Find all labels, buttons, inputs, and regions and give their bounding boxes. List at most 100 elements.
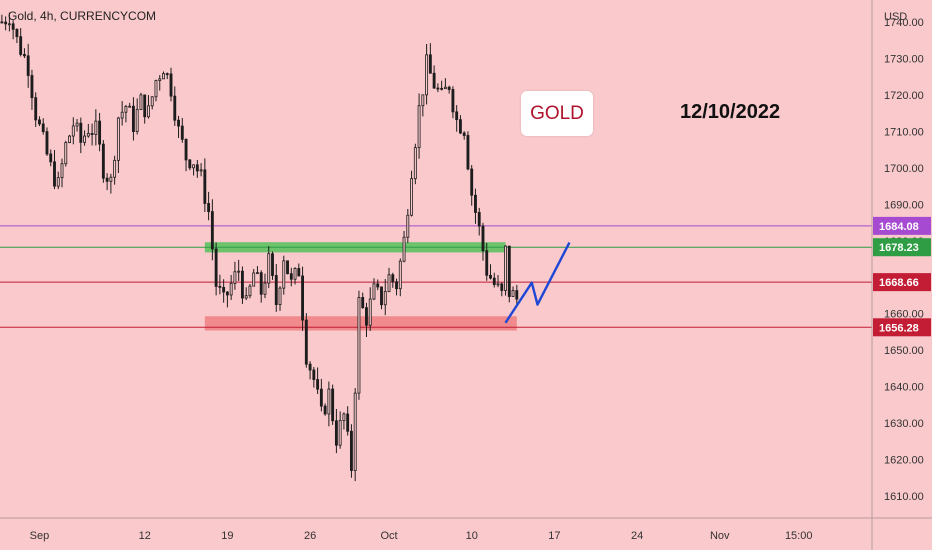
candle-body bbox=[229, 282, 233, 296]
price-tag bbox=[873, 216, 931, 235]
y-tick-label: 1730.00 bbox=[884, 53, 924, 65]
candle-body bbox=[38, 119, 41, 125]
x-tick-label: 10 bbox=[466, 530, 478, 542]
candle-body bbox=[271, 253, 274, 276]
candle-body bbox=[286, 260, 289, 275]
candle-body bbox=[267, 253, 271, 284]
symbol-title: Gold, 4h, CURRENCYCOM bbox=[8, 9, 157, 23]
candle-body bbox=[466, 135, 470, 170]
price-tag bbox=[873, 273, 931, 292]
candle-body bbox=[199, 169, 203, 172]
candle-body bbox=[244, 295, 248, 299]
candle-body bbox=[252, 272, 256, 287]
candle-body bbox=[342, 413, 346, 421]
y-tick-label: 1700.00 bbox=[884, 163, 924, 175]
candle-body bbox=[278, 287, 282, 305]
candle-body bbox=[338, 420, 342, 446]
x-tick-label: 12 bbox=[139, 530, 151, 542]
candle-body bbox=[496, 283, 500, 286]
candle-body bbox=[248, 285, 252, 297]
candle-body bbox=[507, 245, 511, 297]
candle-body bbox=[188, 159, 192, 169]
candle-body bbox=[436, 87, 440, 90]
candle-body bbox=[128, 105, 132, 108]
candle-body bbox=[376, 283, 380, 288]
candle-body bbox=[237, 270, 241, 273]
candle-body bbox=[380, 286, 383, 306]
price-tag bbox=[873, 318, 931, 337]
x-tick-label: 17 bbox=[548, 530, 560, 542]
x-tick-label: Oct bbox=[380, 530, 397, 542]
currency-label: USD bbox=[884, 11, 907, 23]
candle-body bbox=[263, 282, 267, 295]
y-tick-label: 1640.00 bbox=[884, 382, 924, 394]
candle-body bbox=[56, 177, 60, 187]
price-tag-label: 1668.66 bbox=[879, 277, 919, 289]
candle-body bbox=[135, 109, 139, 132]
x-tick-label: Sep bbox=[30, 530, 50, 542]
candle-body bbox=[440, 87, 444, 90]
candle-body bbox=[406, 214, 410, 238]
candle-body bbox=[500, 283, 504, 291]
candle-body bbox=[353, 392, 357, 471]
candle-body bbox=[233, 271, 237, 284]
candle-body bbox=[158, 78, 162, 81]
candle-body bbox=[485, 250, 489, 276]
candle-body bbox=[511, 290, 515, 297]
candle-body bbox=[68, 135, 71, 143]
candle-body bbox=[11, 23, 15, 30]
y-tick-label: 1690.00 bbox=[884, 199, 924, 211]
candle-body bbox=[83, 135, 87, 143]
candle-body bbox=[150, 96, 154, 107]
candle-body bbox=[60, 163, 64, 179]
y-tick-label: 1630.00 bbox=[884, 418, 924, 430]
candle-body bbox=[113, 159, 117, 178]
candle-body bbox=[116, 117, 120, 161]
candle-body bbox=[203, 169, 207, 204]
candle-body bbox=[349, 430, 353, 471]
candle-body bbox=[0, 21, 4, 24]
candle-body bbox=[64, 142, 68, 165]
candle-body bbox=[301, 275, 305, 321]
support-zone bbox=[204, 316, 517, 331]
candle-body bbox=[98, 120, 102, 145]
candle-body bbox=[282, 260, 286, 289]
candle-body bbox=[425, 54, 429, 96]
candle-body bbox=[120, 111, 124, 119]
candle-body bbox=[489, 274, 492, 279]
candle-body bbox=[492, 277, 496, 286]
candle-body bbox=[207, 203, 211, 213]
y-tick-label: 1620.00 bbox=[884, 455, 924, 467]
candle-body bbox=[308, 363, 312, 371]
x-tick-label: Nov bbox=[710, 530, 730, 542]
candle-body bbox=[41, 123, 45, 133]
date-label: 12/10/2022 bbox=[680, 101, 781, 123]
candle-body bbox=[94, 120, 98, 135]
candle-body bbox=[90, 133, 94, 135]
candle-body bbox=[45, 131, 49, 155]
projection-path bbox=[504, 242, 571, 324]
candle-body bbox=[357, 297, 361, 394]
candle-body bbox=[319, 388, 323, 407]
candle-body bbox=[402, 236, 406, 262]
candle-body bbox=[331, 388, 335, 422]
candle-body bbox=[34, 97, 38, 121]
candle-body bbox=[109, 176, 113, 182]
candle-body bbox=[7, 23, 11, 26]
candle-body bbox=[421, 94, 425, 107]
candle-body bbox=[391, 274, 395, 283]
candle-body bbox=[4, 21, 8, 25]
x-tick-label: 24 bbox=[631, 530, 643, 542]
candle-body bbox=[368, 298, 372, 326]
candle-body bbox=[455, 111, 459, 121]
candle-body bbox=[180, 125, 184, 140]
x-tick-label: 26 bbox=[304, 530, 316, 542]
candle-body bbox=[240, 270, 244, 299]
gold-label: GOLD bbox=[521, 91, 593, 136]
candle-body bbox=[259, 272, 263, 295]
candle-body bbox=[297, 268, 301, 277]
y-tick-label: 1660.00 bbox=[884, 309, 924, 321]
candle-body bbox=[75, 122, 79, 127]
